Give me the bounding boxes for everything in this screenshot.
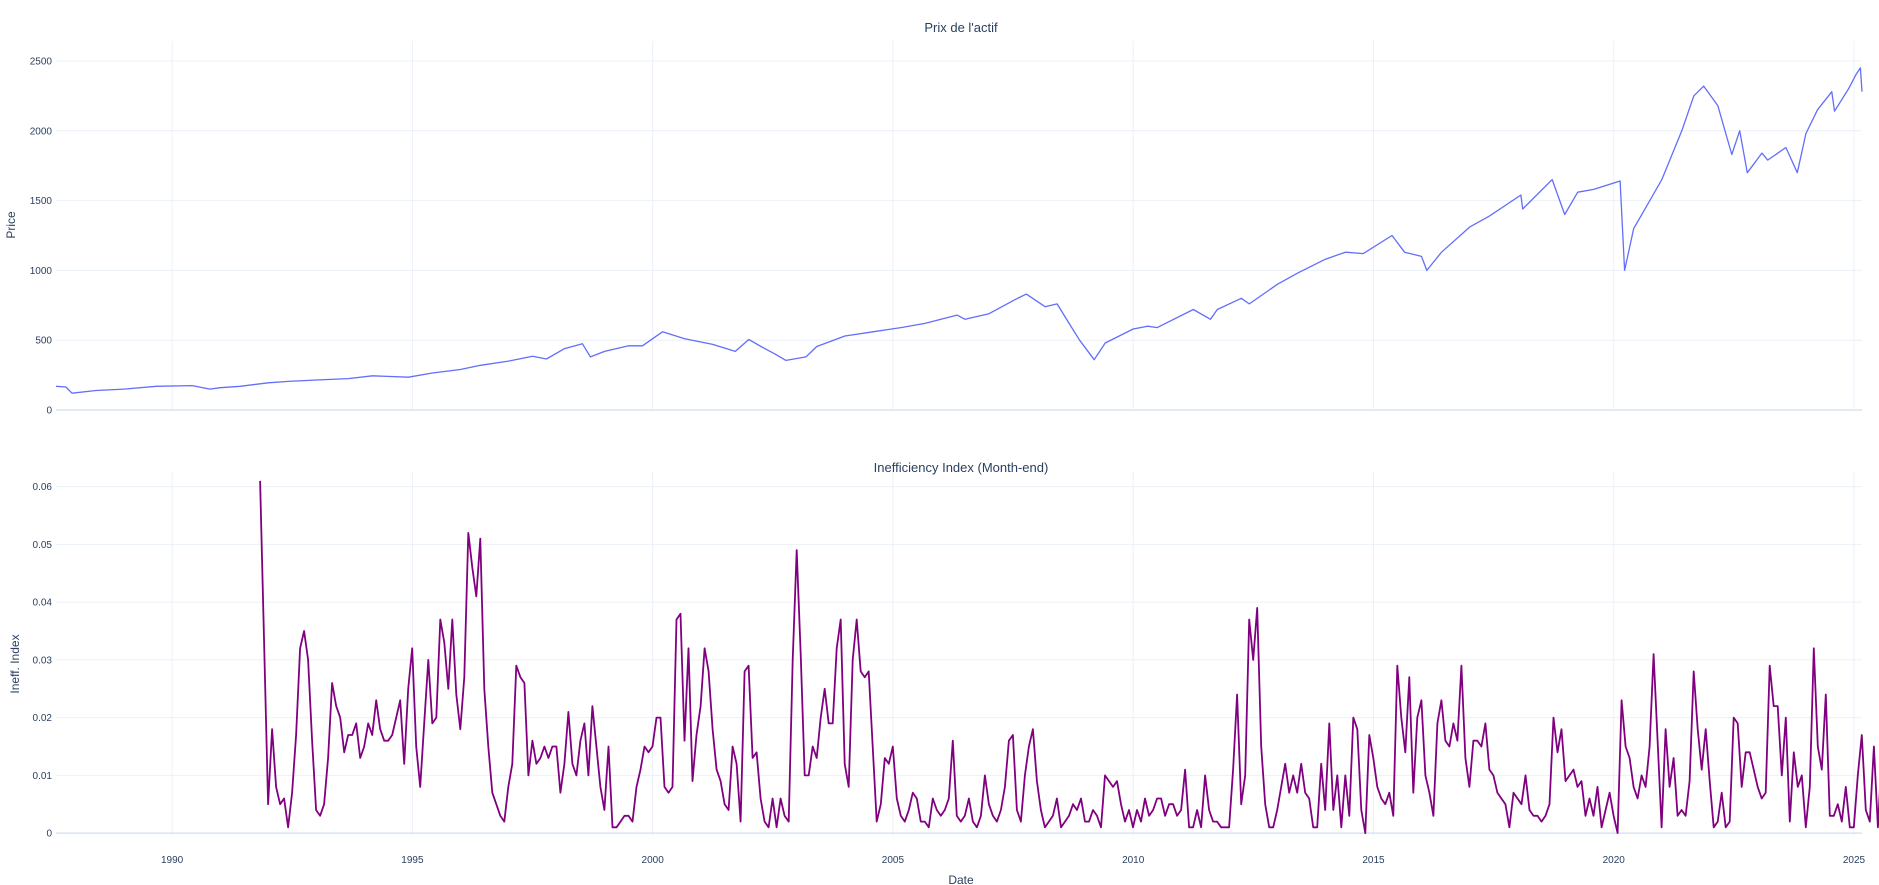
y-tick-label: 0: [46, 406, 52, 417]
x-tick-label: 2025: [1843, 855, 1866, 866]
inefficiency-axis-ticks: 1990 1995 2000 2005 2010 2015 2020 2025 0 0.01 0.0…: [33, 482, 1866, 866]
y-tick-label: 2500: [30, 56, 53, 67]
y-tick-label: 500: [35, 336, 52, 347]
inefficiency-gridlines: [56, 472, 1862, 836]
x-tick-label: 2015: [1362, 855, 1385, 866]
x-tick-label: 2020: [1603, 855, 1626, 866]
x-tick-label: 2005: [882, 855, 905, 866]
price-gridlines: [56, 41, 1862, 411]
y-tick-label: 0.04: [33, 598, 53, 609]
inefficiency-y-axis-label: Ineff. Index: [8, 634, 22, 693]
y-tick-label: 0.06: [33, 482, 53, 493]
y-tick-label: 0: [46, 829, 52, 840]
y-tick-label: 0.05: [33, 540, 53, 551]
inefficiency-chart: Inefficiency Index (Month-end) Ineff. In…: [8, 460, 1879, 885]
date-x-axis-label: Date: [948, 873, 974, 885]
inefficiency-series: [259, 480, 1879, 834]
y-tick-label: 0.03: [33, 655, 53, 666]
price-series: [55, 67, 1863, 394]
price-axis-ticks: 0 500 1000 1500 2000 2500: [30, 56, 53, 416]
y-tick-label: 1000: [30, 266, 53, 277]
y-tick-label: 0.02: [33, 713, 53, 724]
x-tick-label: 2000: [642, 855, 665, 866]
price-line: [55, 67, 1863, 394]
price-chart-title: Prix de l'actif: [924, 20, 998, 35]
inefficiency-line: [259, 480, 1879, 834]
price-chart: Prix de l'actif Price 0 500 1000 1500 2000 25…: [4, 20, 1863, 417]
y-tick-label: 0.01: [33, 771, 53, 782]
price-y-axis-label: Price: [4, 211, 18, 239]
y-tick-label: 1500: [30, 196, 53, 207]
x-tick-label: 1995: [401, 855, 424, 866]
y-tick-label: 2000: [30, 126, 53, 137]
x-tick-label: 2010: [1122, 855, 1145, 866]
x-tick-label: 1990: [161, 855, 184, 866]
inefficiency-chart-title: Inefficiency Index (Month-end): [874, 460, 1049, 475]
